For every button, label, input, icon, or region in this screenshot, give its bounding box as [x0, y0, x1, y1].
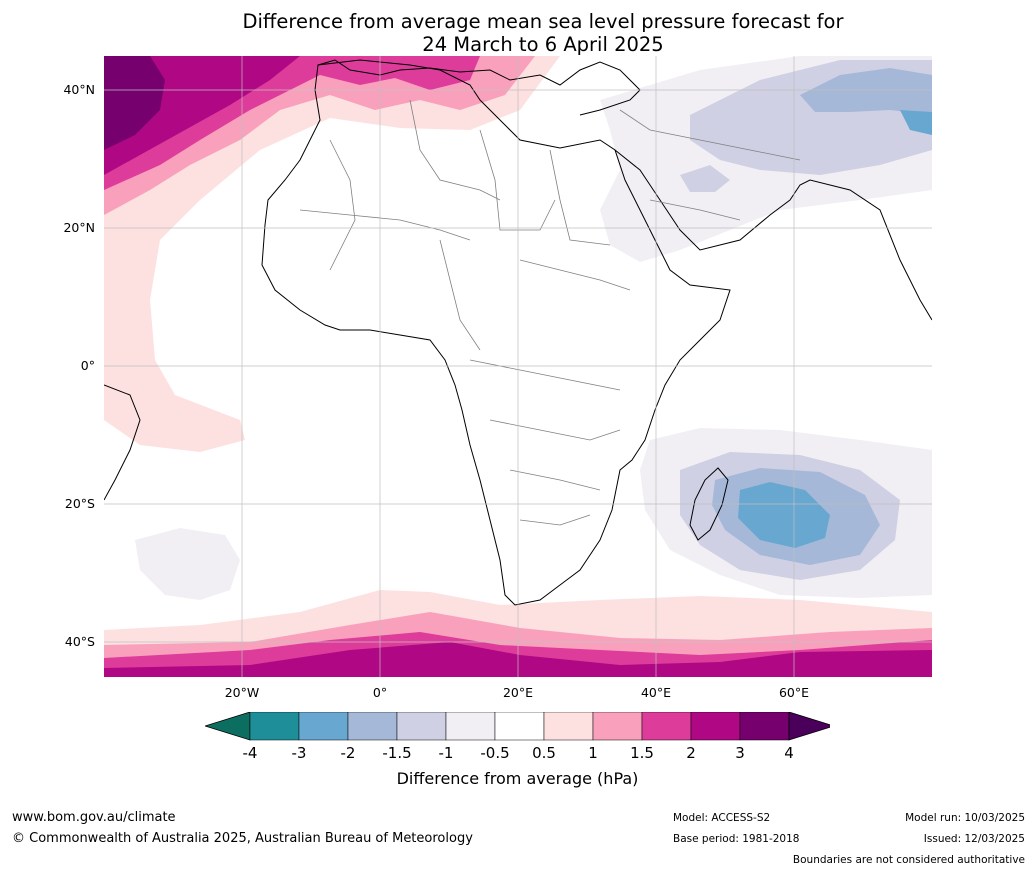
lat-label-40s: 40°S — [64, 634, 95, 649]
colorbar-tick-label: -4 — [242, 744, 258, 762]
colorbar-segment — [592, 712, 643, 741]
footer-base-period: Base period: 1981-2018 — [673, 833, 800, 845]
colorbar-tick-label: -0.5 — [480, 744, 510, 762]
lat-label-equator: 0° — [80, 358, 95, 373]
anomaly-zone-asia-blue — [800, 68, 932, 115]
footer-model-run: Model run: 10/03/2025 — [905, 812, 1025, 824]
colorbar-tick-label: 2 — [686, 744, 696, 762]
title-line-1: Difference from average mean sea level p… — [242, 10, 844, 33]
anomaly-zone-indian-ocean-deep — [738, 482, 830, 548]
south-america-coastline — [104, 384, 141, 501]
colorbar-segment — [249, 712, 300, 741]
lat-label-40n: 40°N — [63, 82, 95, 97]
colorbar-segment — [494, 712, 545, 741]
footer-disclaimer: Boundaries are not considered authoritat… — [792, 854, 1025, 866]
country-borders — [299, 99, 801, 526]
colorbar-label: Difference from average (hPa) — [396, 769, 639, 788]
colorbar — [205, 712, 830, 741]
colorbar-segment — [298, 712, 349, 741]
colorbar-segment — [445, 712, 496, 741]
colorbar-segment — [739, 712, 790, 741]
anomaly-zone-asia-small — [680, 165, 730, 192]
colorbar-tick-label: 1.5 — [630, 744, 654, 762]
colorbar-segment — [641, 712, 692, 741]
lon-label-20w: 20°W — [224, 685, 260, 700]
colorbar-tick-label: -1.5 — [382, 744, 412, 762]
africa-coastline — [261, 59, 731, 606]
colorbar-tick-label: -3 — [291, 744, 307, 762]
colorbar-segment — [396, 712, 447, 741]
lon-label-60e: 60°E — [778, 685, 810, 700]
title-line-2: 24 March to 6 April 2025 — [422, 33, 664, 56]
lon-label-20e: 20°E — [502, 685, 534, 700]
anomaly-zone-south-atlantic-light — [135, 528, 240, 600]
anomaly-zone-north-light-pink — [104, 56, 560, 452]
colorbar-under-arrow — [205, 712, 251, 741]
lon-label-0: 0° — [372, 685, 388, 700]
colorbar-over-arrow — [788, 712, 830, 741]
pressure-anomaly-map — [104, 56, 932, 677]
colorbar-segment — [690, 712, 741, 741]
graticule — [104, 56, 932, 677]
lat-label-20n: 20°N — [63, 220, 95, 235]
lon-label-40e: 40°E — [640, 685, 672, 700]
lat-label-20s: 20°S — [64, 496, 95, 511]
colorbar-tick-label: 1 — [588, 744, 598, 762]
map-title: Difference from average mean sea level p… — [0, 10, 1035, 56]
footer-issued: Issued: 12/03/2025 — [923, 833, 1025, 845]
colorbar-tick-label: -2 — [340, 744, 356, 762]
anomaly-zone-north-purple — [104, 56, 165, 150]
colorbar-tick-label: -1 — [438, 744, 454, 762]
footer-model: Model: ACCESS-S2 — [673, 812, 771, 824]
colorbar-tick-label: 0.5 — [532, 744, 556, 762]
colorbar-segment — [543, 712, 594, 741]
footer-copyright: © Commonwealth of Australia 2025, Austra… — [12, 831, 473, 846]
anomaly-zone-asia-deep — [900, 110, 932, 135]
colorbar-segment — [347, 712, 398, 741]
colorbar-tick-label: 4 — [784, 744, 794, 762]
madagascar-outline — [689, 467, 729, 541]
arabia-coastline — [614, 149, 932, 321]
colorbar-tick-label: 3 — [735, 744, 745, 762]
footer-site: www.bom.gov.au/climate — [12, 810, 176, 825]
europe-coastline — [317, 59, 641, 116]
